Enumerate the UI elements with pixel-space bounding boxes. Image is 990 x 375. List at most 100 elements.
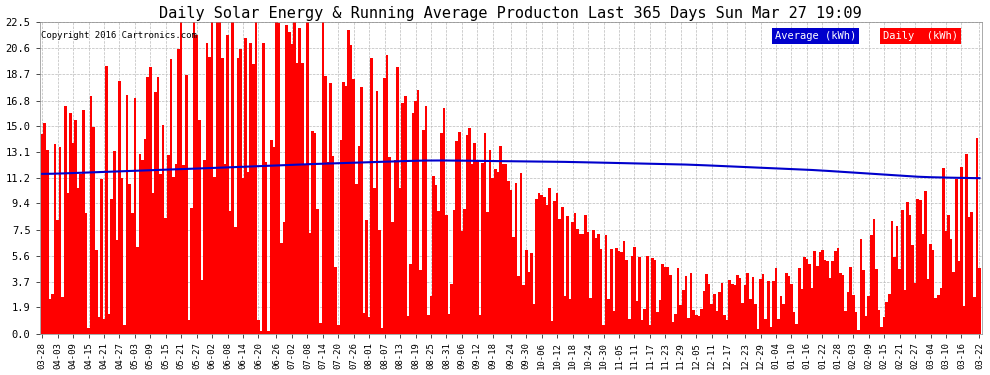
Bar xyxy=(854,312,857,333)
Bar xyxy=(909,215,911,333)
Bar xyxy=(530,253,533,333)
Bar xyxy=(227,35,229,333)
Bar xyxy=(653,260,656,333)
Bar xyxy=(952,272,955,333)
Bar xyxy=(270,140,272,333)
Bar xyxy=(520,173,523,333)
Text: Copyright 2016 Cartronics.com: Copyright 2016 Cartronics.com xyxy=(42,31,197,40)
Bar xyxy=(716,311,718,333)
Bar xyxy=(597,234,600,333)
Bar xyxy=(352,79,355,333)
Bar xyxy=(355,184,357,333)
Bar xyxy=(343,82,345,333)
Bar xyxy=(589,298,592,333)
Bar xyxy=(621,252,623,333)
Bar xyxy=(221,58,224,333)
Bar xyxy=(677,268,679,333)
Bar xyxy=(375,92,378,333)
Bar xyxy=(610,249,613,333)
Bar xyxy=(156,76,159,333)
Bar xyxy=(494,170,497,333)
Bar xyxy=(837,248,840,333)
Bar xyxy=(499,146,502,333)
Bar xyxy=(743,285,746,333)
Bar xyxy=(278,22,280,333)
Bar xyxy=(666,267,669,333)
Bar xyxy=(576,229,579,333)
Bar xyxy=(512,237,515,333)
Bar xyxy=(814,251,816,333)
Bar xyxy=(345,86,347,333)
Bar xyxy=(337,325,340,333)
Bar xyxy=(425,106,427,333)
Bar xyxy=(615,248,618,333)
Bar xyxy=(103,319,105,333)
Bar xyxy=(808,264,811,333)
Bar xyxy=(911,244,914,333)
Bar xyxy=(87,328,90,333)
Bar xyxy=(840,273,842,333)
Bar xyxy=(95,250,98,333)
Bar xyxy=(790,284,793,333)
Bar xyxy=(711,304,713,333)
Bar xyxy=(517,276,520,333)
Bar xyxy=(605,235,608,333)
Bar xyxy=(304,165,306,333)
Bar xyxy=(803,257,806,333)
Bar xyxy=(579,234,582,333)
Bar xyxy=(46,150,49,333)
Bar xyxy=(698,316,700,333)
Bar xyxy=(121,178,124,333)
Bar xyxy=(370,58,373,333)
Bar xyxy=(507,181,510,333)
Bar xyxy=(682,290,685,333)
Bar xyxy=(465,135,468,333)
Bar xyxy=(515,183,517,333)
Bar xyxy=(259,330,262,333)
Bar xyxy=(58,147,61,333)
Bar xyxy=(739,278,742,333)
Bar xyxy=(319,322,322,333)
Bar xyxy=(780,296,782,333)
Bar xyxy=(301,63,304,333)
Bar xyxy=(139,154,142,333)
Bar xyxy=(880,327,883,333)
Bar xyxy=(458,132,460,333)
Text: Average (kWh): Average (kWh) xyxy=(775,31,856,41)
Bar xyxy=(195,35,198,333)
Bar xyxy=(180,22,182,333)
Bar xyxy=(378,230,381,333)
Bar xyxy=(327,162,330,333)
Bar xyxy=(74,120,77,333)
Bar xyxy=(144,140,147,333)
Bar xyxy=(947,215,949,333)
Bar xyxy=(154,92,156,333)
Bar xyxy=(208,57,211,333)
Bar xyxy=(275,22,278,333)
Bar xyxy=(574,213,576,333)
Bar xyxy=(525,250,528,333)
Bar xyxy=(661,264,664,333)
Bar xyxy=(648,325,651,333)
Bar xyxy=(862,270,865,333)
Bar xyxy=(134,98,137,333)
Bar xyxy=(446,215,447,333)
Bar xyxy=(489,150,491,333)
Bar xyxy=(692,309,695,333)
Bar xyxy=(291,44,293,333)
Bar xyxy=(131,213,134,333)
Bar xyxy=(930,244,932,333)
Bar xyxy=(126,95,129,333)
Bar xyxy=(782,304,785,333)
Bar xyxy=(427,315,430,333)
Bar xyxy=(159,174,162,333)
Bar xyxy=(713,294,716,333)
Bar xyxy=(64,105,66,333)
Bar xyxy=(463,209,465,333)
Bar xyxy=(435,185,438,333)
Bar xyxy=(79,174,82,333)
Bar xyxy=(949,239,952,333)
Bar xyxy=(906,202,909,333)
Bar xyxy=(124,326,126,333)
Bar xyxy=(49,299,51,333)
